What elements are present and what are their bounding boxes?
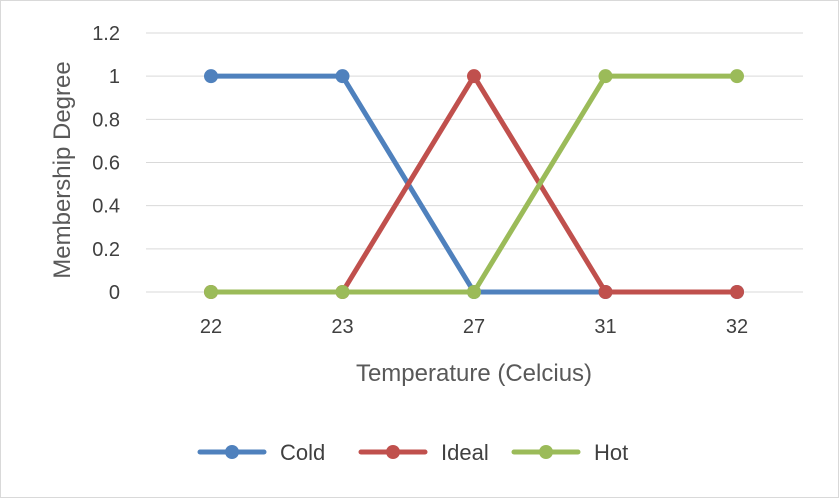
y-tick-label: 0.2 xyxy=(92,239,120,261)
data-point xyxy=(467,69,481,84)
series-cold xyxy=(204,69,744,299)
data-point xyxy=(204,285,218,299)
series-line xyxy=(208,73,740,295)
legend-item-hot: Hot xyxy=(511,440,628,465)
series-lines xyxy=(204,69,744,299)
x-tick-label: 23 xyxy=(331,316,353,338)
data-point xyxy=(335,285,350,299)
series-hot xyxy=(204,69,744,299)
data-point xyxy=(335,69,350,84)
y-tick-label: 1.2 xyxy=(92,23,120,45)
legend-item-cold: Cold xyxy=(197,440,325,465)
data-point xyxy=(204,69,218,84)
y-axis-tick-labels: 0 0.2 0.4 0.6 0.8 1 1.2 xyxy=(92,23,120,304)
legend-label: Ideal xyxy=(441,440,489,465)
series-line xyxy=(208,73,740,295)
series-line xyxy=(208,73,740,295)
legend: Cold Ideal Hot xyxy=(197,440,628,465)
legend-swatch-marker xyxy=(539,445,553,459)
legend-label: Hot xyxy=(594,440,628,465)
data-point xyxy=(730,69,744,84)
data-point xyxy=(598,69,613,84)
legend-label: Cold xyxy=(280,440,325,465)
y-tick-label: 0.4 xyxy=(92,196,120,218)
x-axis-tick-labels: 22 23 27 31 32 xyxy=(200,316,748,338)
x-tick-label: 31 xyxy=(594,316,616,338)
data-point xyxy=(730,285,744,299)
legend-swatch-marker xyxy=(225,445,239,459)
y-tick-label: 0 xyxy=(109,282,120,304)
series-ideal xyxy=(204,69,744,299)
y-axis-title: Membership Degree xyxy=(49,61,76,278)
x-tick-label: 22 xyxy=(200,316,222,338)
data-point xyxy=(598,285,613,299)
y-tick-label: 1 xyxy=(109,66,120,88)
x-axis-title: Temperature (Celcius) xyxy=(356,360,592,387)
legend-item-ideal: Ideal xyxy=(358,440,489,465)
data-point xyxy=(467,285,481,299)
y-tick-label: 0.6 xyxy=(92,153,120,175)
y-tick-label: 0.8 xyxy=(92,109,120,131)
x-tick-label: 32 xyxy=(726,316,748,338)
x-tick-label: 27 xyxy=(463,316,485,338)
legend-swatch-marker xyxy=(386,445,400,459)
